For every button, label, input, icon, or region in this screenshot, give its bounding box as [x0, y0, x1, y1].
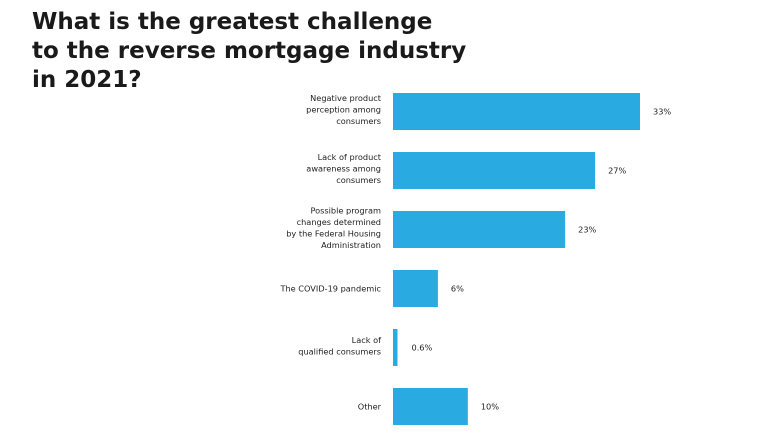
category-label-0-line-1: perception among	[306, 105, 381, 115]
category-label-3: The COVID-19 pandemic	[279, 284, 381, 294]
chart-title-line-2: to the reverse mortgage industry	[32, 38, 467, 64]
category-label-2: Possible program changes determined by the…	[286, 205, 381, 250]
category-label-5-line-0: Other	[358, 402, 382, 412]
category-label-2-line-0: Possible program	[310, 205, 381, 215]
category-label-4-line-0: Lack of	[352, 335, 382, 345]
bar-0	[393, 93, 640, 130]
value-label-4: 0.6%	[411, 343, 432, 353]
bar-1	[393, 152, 596, 189]
category-label-3-line-0: The COVID-19 pandemic	[279, 284, 381, 294]
category-label-1-line-2: consumers	[336, 175, 381, 185]
value-label-0: 33%	[653, 107, 671, 117]
bar-3	[393, 270, 438, 307]
category-label-1: Lack of product awareness among consumers	[306, 152, 381, 185]
category-label-4: Lack of qualified consumers	[298, 335, 382, 357]
category-label-1-line-1: awareness among	[306, 164, 381, 174]
chart-title-line-1: What is the greatest challenge	[32, 9, 433, 35]
value-label-1: 27%	[608, 166, 626, 176]
chart-title-line-3: in 2021?	[32, 67, 142, 93]
category-label-5: Other	[358, 402, 382, 412]
value-label-2: 23%	[578, 225, 596, 235]
category-label-2-line-3: Administration	[321, 240, 381, 250]
bar-4	[393, 329, 398, 366]
bar-2	[393, 211, 566, 248]
category-label-2-line-2: by the Federal Housing	[286, 228, 381, 238]
category-label-1-line-0: Lack of product	[318, 152, 382, 162]
category-label-0-line-2: consumers	[336, 116, 381, 126]
category-label-0: Negative product perception among consumer…	[306, 93, 382, 126]
category-label-2-line-1: changes determined	[297, 217, 381, 227]
category-label-4-line-1: qualified consumers	[298, 346, 381, 356]
category-label-0-line-0: Negative product	[310, 93, 382, 103]
value-label-3: 6%	[451, 284, 464, 294]
bar-5	[393, 388, 468, 425]
value-label-5: 10%	[481, 402, 499, 412]
chart-title: What is the greatest challenge to the re…	[32, 8, 492, 95]
